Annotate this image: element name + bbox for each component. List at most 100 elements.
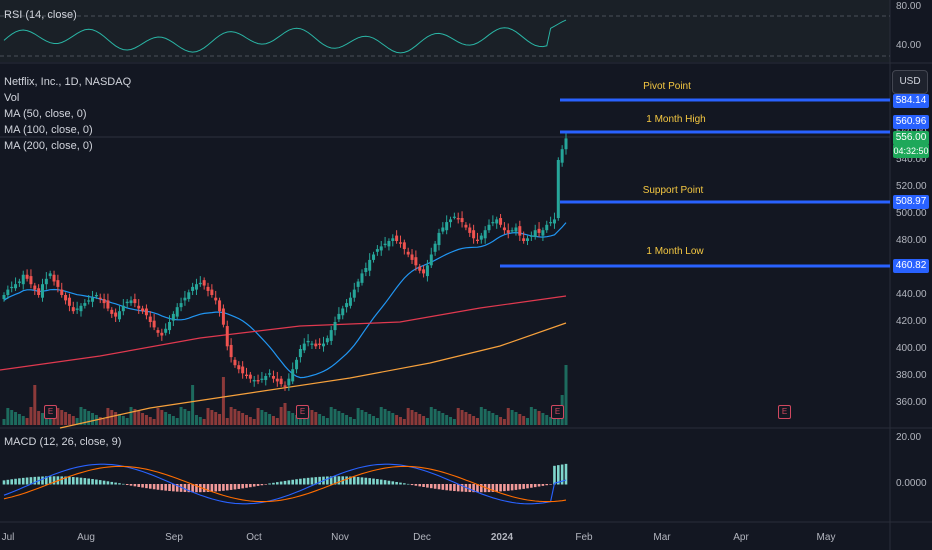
macd-histogram-bar <box>499 484 502 492</box>
earnings-marker-icon[interactable]: E <box>551 405 564 419</box>
volume-bar <box>372 416 376 425</box>
macd-histogram-bar <box>202 484 206 493</box>
macd-histogram-bar <box>21 477 25 485</box>
candle-body <box>71 307 75 312</box>
macd-histogram-bar <box>549 484 552 485</box>
candle-body <box>526 238 530 241</box>
candle-body <box>25 274 29 279</box>
candle-body <box>445 222 449 231</box>
currency-button[interactable]: USD <box>892 70 928 94</box>
volume-bar <box>472 416 476 425</box>
candle-body <box>164 328 168 333</box>
rsi-axis-tick: 40.00 <box>896 40 922 51</box>
macd-histogram-bar <box>225 484 229 491</box>
macd-histogram-bar <box>514 484 518 490</box>
candle-body <box>345 303 349 308</box>
volume-bar <box>499 417 503 425</box>
macd-histogram-bar <box>195 484 198 493</box>
macd-histogram-bar <box>241 484 244 489</box>
volume-bar <box>502 419 506 425</box>
macd-histogram-bar <box>476 484 479 493</box>
support-price-tag: 508.97 <box>893 195 929 209</box>
candle-body <box>275 378 279 382</box>
macd-histogram-bar <box>141 484 144 488</box>
candle-body <box>248 374 252 379</box>
macd-histogram-bar <box>299 478 302 485</box>
macd-histogram-bar <box>14 478 17 485</box>
candle-body <box>233 359 237 366</box>
price-axis-tick: 480.00 <box>896 235 927 246</box>
macd-histogram-bar <box>268 483 271 485</box>
candle-body <box>252 380 256 382</box>
volume-bar <box>449 417 453 425</box>
candle-body <box>141 308 145 312</box>
volume-label: Vol <box>4 92 20 104</box>
candle-body <box>452 216 456 218</box>
volume-bar <box>391 413 395 425</box>
macd-histogram-bar <box>480 484 483 493</box>
candle-body <box>94 295 98 297</box>
chart-title: Netflix, Inc., 1D, NASDAQ <box>4 76 132 88</box>
macd-histogram-bar <box>537 484 541 487</box>
volume-bar <box>464 412 468 425</box>
macd-histogram-bar <box>183 484 187 493</box>
volume-bar <box>52 419 56 425</box>
candle-body <box>133 299 137 304</box>
candle-body <box>52 274 56 282</box>
earnings-marker-icon[interactable]: E <box>44 405 57 419</box>
candle-body <box>533 230 537 237</box>
candle-body <box>468 227 472 233</box>
time-axis-tick: 2024 <box>490 532 514 543</box>
macd-histogram-bar <box>399 482 402 485</box>
rsi-axis-tick: 80.00 <box>896 1 922 12</box>
earnings-marker-icon[interactable]: E <box>778 405 791 419</box>
volume-bar <box>33 385 37 425</box>
volume-bar <box>67 414 71 425</box>
candle-body <box>221 308 225 325</box>
volume-bar <box>179 407 183 425</box>
macd-histogram-bar <box>252 484 256 487</box>
macd-histogram-bar <box>329 476 333 485</box>
macd-histogram-bar <box>518 484 522 490</box>
macd-histogram-bar <box>453 484 456 492</box>
macd-histogram-bar <box>495 484 499 492</box>
candle-body <box>437 232 441 246</box>
volume-bar <box>25 418 29 425</box>
volume-bar <box>83 409 87 425</box>
macd-histogram-bar <box>314 477 318 485</box>
volume-bar <box>483 409 487 425</box>
volume-bar <box>194 415 198 425</box>
macd-histogram-bar <box>145 484 148 489</box>
candle-body <box>541 230 545 236</box>
volume-bar <box>437 411 441 425</box>
macd-histogram-bar <box>272 482 275 485</box>
macd-histogram-bar <box>179 484 183 492</box>
volume-bar <box>245 415 249 425</box>
macd-histogram-bar <box>422 484 425 487</box>
volume-bar <box>514 412 518 425</box>
candle-body <box>545 224 549 231</box>
macd-histogram-bar <box>503 484 506 492</box>
volume-bar <box>183 409 187 425</box>
volume-bar <box>10 410 14 425</box>
volume-bar <box>21 416 25 425</box>
macd-histogram-bar <box>249 484 252 488</box>
candle-body <box>106 300 110 309</box>
candle-body <box>179 303 183 308</box>
volume-bar <box>156 408 160 425</box>
macd-histogram-bar <box>122 483 125 485</box>
volume-bar <box>333 409 337 425</box>
volume-bar <box>129 407 133 425</box>
macd-signal-line <box>3 465 567 503</box>
volume-bar <box>6 408 10 425</box>
time-axis-tick: Nov <box>331 532 349 543</box>
macd-histogram-bar <box>279 481 283 485</box>
volume-bar <box>541 413 545 425</box>
earnings-marker-icon[interactable]: E <box>296 405 309 419</box>
volume-bar <box>564 365 568 425</box>
candle-body <box>410 254 414 260</box>
ma100-label: MA (100, close, 0) <box>4 124 93 136</box>
macd-histogram-bar <box>560 464 564 485</box>
